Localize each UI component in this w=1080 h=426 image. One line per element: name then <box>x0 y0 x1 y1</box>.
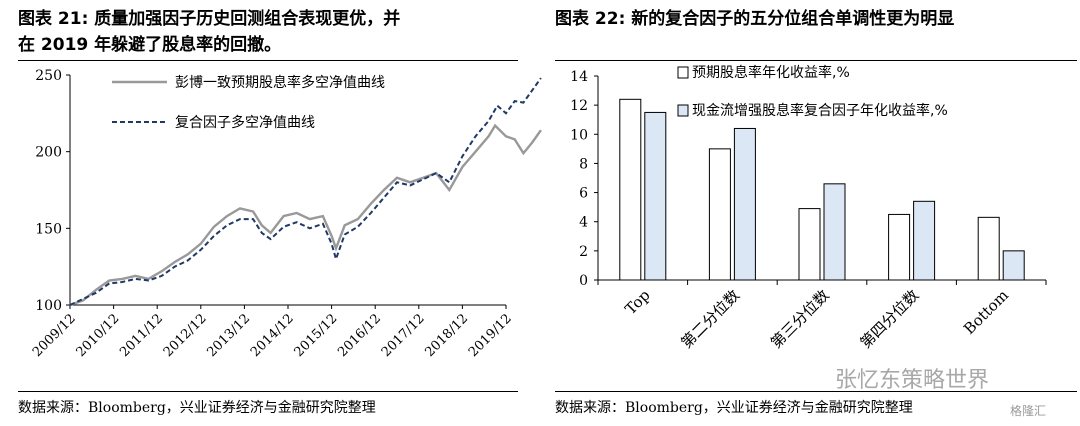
right-y-tick-label: 2 <box>579 244 588 260</box>
right-source-note: 数据来源：Bloomberg，兴业证券经济与金融研究院整理 <box>555 400 913 416</box>
left-x-tick-label: 2011/12 <box>117 311 166 360</box>
right-bar-composite-factor <box>1002 250 1025 281</box>
left-y-tick-label: 100 <box>35 298 62 314</box>
left-x-tick-label: 2016/12 <box>335 311 384 360</box>
left-x-tick-label: 2009/12 <box>30 311 79 360</box>
left-x-tick-label: 2014/12 <box>248 311 297 360</box>
left-series-line-dividend-yield <box>69 123 542 307</box>
right-x-category-label: Bottom <box>960 286 1012 338</box>
watermark-text: 张忆东策略世界 <box>835 368 990 393</box>
right-legend-label: 预期股息率年化收益率,% <box>692 64 850 81</box>
right-bar-expected-yield <box>798 208 821 281</box>
left-title-line2: 在 2019 年躲避了股息率的回撤。 <box>18 35 282 55</box>
right-legend-swatch <box>677 66 689 79</box>
left-bottom-rule <box>18 391 518 392</box>
right-x-category-label: 第二分位数 <box>677 286 743 352</box>
left-y-tick-label: 200 <box>35 145 62 161</box>
right-bar-expected-yield <box>977 216 1000 281</box>
right-bar-composite-factor <box>733 127 756 281</box>
left-series-line-composite <box>69 77 542 306</box>
right-bar-composite-factor <box>823 183 846 281</box>
left-top-rule <box>18 60 518 61</box>
right-y-tick-label: 8 <box>579 156 588 172</box>
left-x-tick-label: 2018/12 <box>422 311 471 360</box>
right-bar-expected-yield <box>708 148 731 281</box>
right-y-tick-label: 4 <box>579 215 588 231</box>
left-y-tick-label: 250 <box>35 68 62 84</box>
left-x-tick-label: 2010/12 <box>74 311 123 360</box>
left-x-tick-label: 2017/12 <box>379 311 428 360</box>
right-legend-label: 现金流增强股息率复合因子年化收益率,% <box>692 102 948 119</box>
right-y-tick-label: 10 <box>570 127 588 143</box>
right-bar-expected-yield <box>619 98 642 281</box>
left-chart-title: 图表 21: 质量加强因子历史回测组合表现更优，并 在 2019 年躲避了股息率… <box>18 6 518 58</box>
right-y-tick-label: 0 <box>579 273 588 289</box>
right-y-tick-label: 14 <box>570 69 588 85</box>
right-chart-title: 图表 22: 新的复合因子的五分位组合单调性更为明显 <box>555 9 955 29</box>
right-legend-swatch <box>677 104 689 117</box>
left-legend-label: 彭博一致预期股息率多空净值曲线 <box>175 74 385 91</box>
left-y-tick-label: 150 <box>35 221 62 237</box>
watermark-corner: 格隆汇 <box>1010 404 1047 418</box>
right-x-category-label: 第四分位数 <box>857 286 923 352</box>
left-x-tick-label: 2013/12 <box>204 311 253 360</box>
right-x-category-label: 第三分位数 <box>767 286 833 352</box>
right-top-rule <box>555 60 1077 61</box>
right-y-tick-label: 12 <box>570 98 588 114</box>
right-bar-composite-factor <box>644 111 667 281</box>
left-x-tick-label: 2012/12 <box>161 311 210 360</box>
right-bar-expected-yield <box>888 213 911 281</box>
left-x-tick-label: 2015/12 <box>292 311 341 360</box>
left-legend-label: 复合因子多空净值曲线 <box>175 114 315 131</box>
left-source-note: 数据来源：Bloomberg，兴业证券经济与金融研究院整理 <box>18 400 376 416</box>
right-bottom-rule <box>555 391 1077 392</box>
right-x-category-label: Top <box>621 286 653 318</box>
right-bar-composite-factor <box>913 200 936 281</box>
right-y-tick-label: 6 <box>579 186 588 202</box>
left-x-tick-label: 2019/12 <box>466 311 515 360</box>
left-title-line1: 图表 21: 质量加强因子历史回测组合表现更优，并 <box>18 9 401 29</box>
